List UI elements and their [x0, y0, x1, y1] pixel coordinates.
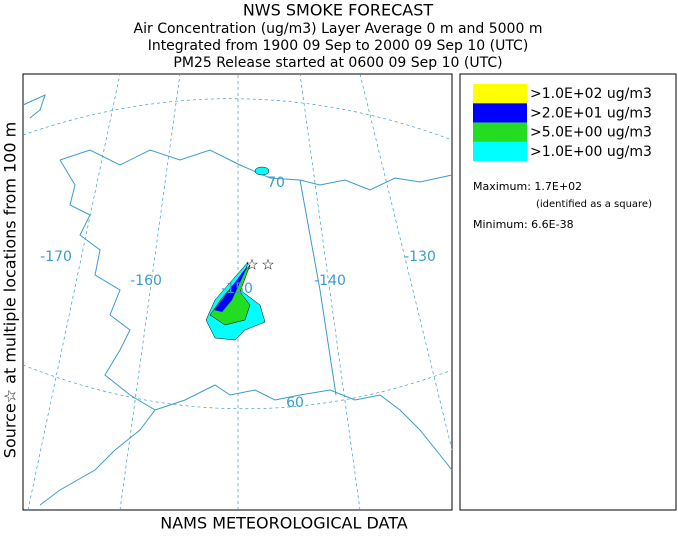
legend-label: >2.0E+01 ug/m3	[530, 105, 652, 121]
maximum-note: (identified as a square)	[536, 199, 652, 210]
subtitle: Integrated from 1900 09 Sep to 2000 09 S…	[148, 38, 529, 54]
source-star: ☆	[245, 256, 258, 274]
legend-swatch	[473, 103, 527, 123]
legend-label: >5.0E+00 ug/m3	[530, 125, 652, 141]
longitude-label: -160	[130, 273, 162, 289]
legend-swatch	[473, 122, 527, 142]
source-label: Source☆ at multiple locations from 100 m	[1, 122, 20, 458]
longitude-label: -150	[221, 281, 253, 297]
longitude-label: -170	[40, 249, 72, 265]
legend-frame	[459, 73, 677, 511]
plume	[205, 166, 270, 341]
coastline	[22, 94, 453, 506]
minimum: Minimum: 6.6E-38	[473, 218, 574, 231]
longitude-label: -130	[404, 249, 436, 265]
subtitle: Air Concentration (ug/m3) Layer Average …	[134, 21, 543, 37]
legend-swatch	[473, 84, 527, 104]
footer: NAMS METEOROLOGICAL DATA	[160, 514, 408, 533]
legend-swatch	[473, 141, 527, 162]
latitude-label: 60	[286, 395, 304, 411]
legend-label: >1.0E+02 ug/m3	[530, 86, 652, 102]
latitude-label: 70	[267, 175, 285, 191]
subtitle: PM25 Release started at 0600 09 Sep 10 (…	[173, 55, 502, 71]
maximum: Maximum: 1.7E+02	[473, 180, 582, 193]
longitude-label: -140	[314, 273, 346, 289]
legend-label: >1.0E+00 ug/m3	[530, 144, 652, 160]
source-star: ☆	[261, 256, 274, 274]
map-frame	[22, 73, 453, 511]
title: NWS SMOKE FORECAST	[243, 1, 434, 20]
